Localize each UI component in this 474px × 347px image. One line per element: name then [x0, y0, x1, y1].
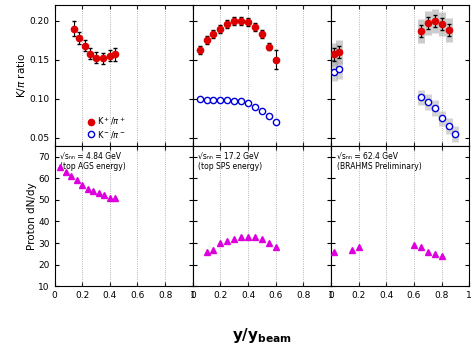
Text: √sₙₙ = 62.4 GeV
(BRAHMS Preliminary): √sₙₙ = 62.4 GeV (BRAHMS Preliminary) — [337, 151, 421, 171]
Y-axis label: Proton dN/dy: Proton dN/dy — [27, 182, 37, 250]
Text: y/y$_{\bf beam}$: y/y$_{\bf beam}$ — [232, 326, 292, 345]
Text: √sₙₙ = 4.84 GeV
(top AGS energy): √sₙₙ = 4.84 GeV (top AGS energy) — [60, 151, 126, 171]
Y-axis label: K/$\pi$ ratio: K/$\pi$ ratio — [15, 53, 28, 98]
Legend: K$^+$/$\pi^+$, K$^-$/$\pi^-$: K$^+$/$\pi^+$, K$^-$/$\pi^-$ — [86, 114, 128, 142]
Text: √sₙₙ = 17.2 GeV
(top SPS energy): √sₙₙ = 17.2 GeV (top SPS energy) — [198, 151, 263, 171]
